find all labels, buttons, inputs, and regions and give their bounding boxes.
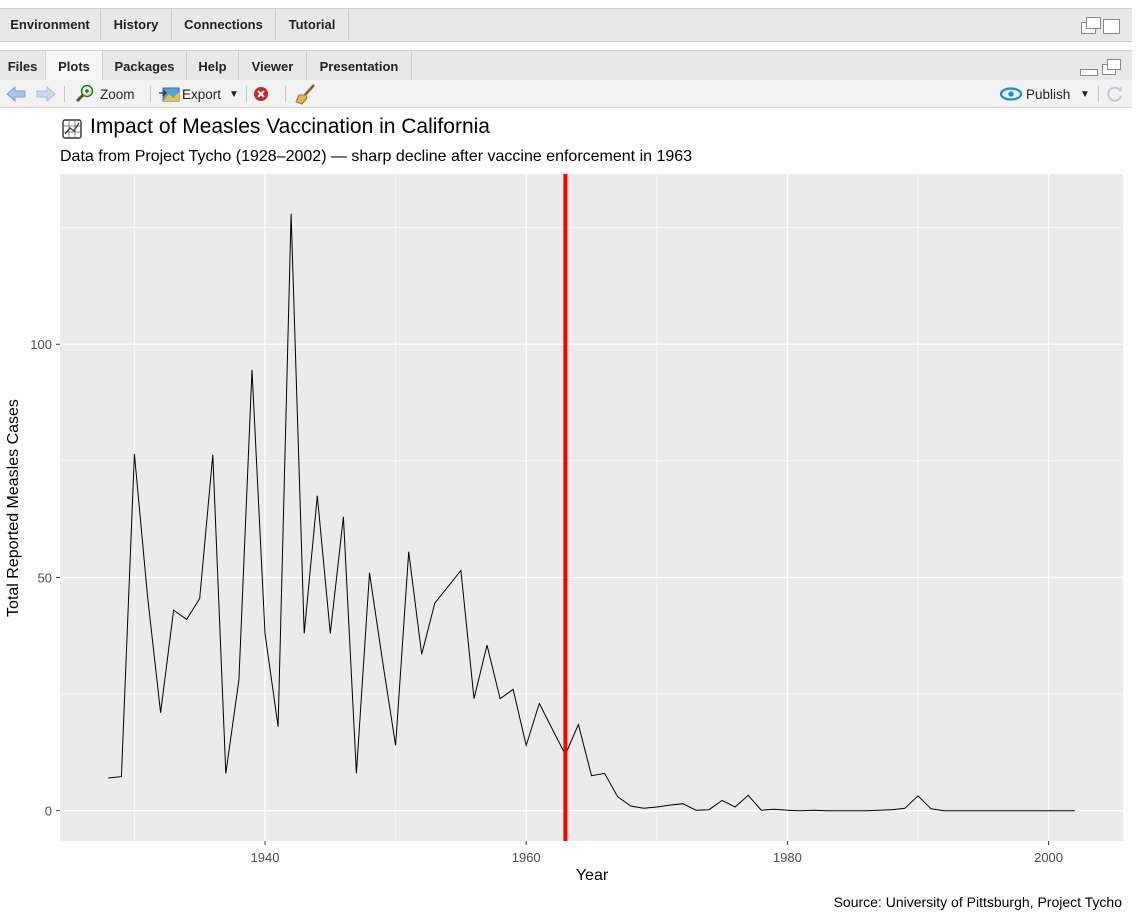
cases-series-line	[108, 213, 1075, 812]
x-axis-label: Year	[575, 867, 609, 884]
publish-button[interactable]: Publish	[1026, 87, 1071, 102]
y-tick-label: 50	[38, 570, 52, 585]
zoom-button[interactable]: Zoom	[100, 87, 135, 102]
plot-subtitle: Data from Project Tycho (1928–2002) — sh…	[60, 148, 693, 165]
export-icon[interactable]	[158, 85, 180, 103]
y-tick-label: 0	[45, 804, 52, 819]
plot-title: Impact of Measles Vaccination in Califor…	[90, 115, 490, 138]
plot-caption: Source: University of Pittsburgh, Projec…	[833, 894, 1122, 910]
x-tick-label: 2000	[1034, 850, 1063, 865]
publish-dropdown-icon[interactable]: ▼	[1080, 89, 1090, 100]
forward-arrow-icon[interactable]	[36, 86, 56, 102]
y-axis-label: Total Reported Measles Cases	[5, 399, 22, 617]
tab-viewer[interactable]: Viewer	[239, 51, 307, 80]
tab-help[interactable]: Help	[187, 51, 239, 80]
tab-environment[interactable]: Environment	[0, 9, 101, 40]
x-tick-label: 1940	[251, 850, 280, 865]
x-tick-label: 1980	[773, 850, 802, 865]
right-gutter	[1132, 0, 1142, 923]
tab-plots[interactable]: Plots	[46, 51, 103, 81]
tab-packages[interactable]: Packages	[103, 51, 187, 80]
plot-panel	[60, 174, 1123, 841]
y-tick-label: 100	[30, 337, 52, 352]
minimize-maximize-pane-icon[interactable]	[1080, 59, 1122, 77]
export-dropdown-icon[interactable]: ▼	[229, 89, 239, 100]
top-pane-tabbar: Environment History Connections Tutorial	[0, 8, 1133, 42]
tab-history[interactable]: History	[101, 9, 172, 40]
tab-files[interactable]: Files	[0, 51, 46, 80]
export-button[interactable]: Export	[182, 87, 222, 102]
x-tick-label: 1960	[512, 850, 541, 865]
broom-icon[interactable]	[294, 83, 316, 105]
tab-connections[interactable]: Connections	[172, 9, 276, 40]
tab-presentation[interactable]: Presentation	[307, 51, 412, 80]
plots-toolbar: Zoom Export ▼ Publish ▼	[0, 80, 1132, 108]
clear-plot-icon[interactable]	[253, 86, 269, 102]
bottom-pane-tabbar: Files Plots Packages Help Viewer Present…	[0, 50, 1133, 81]
zoom-icon[interactable]	[75, 84, 95, 104]
publish-icon[interactable]	[1000, 87, 1022, 101]
plot-title-icon	[62, 119, 82, 139]
back-arrow-icon[interactable]	[6, 86, 26, 102]
tab-tutorial[interactable]: Tutorial	[276, 9, 349, 40]
refresh-icon[interactable]	[1106, 85, 1124, 103]
restore-pane-icon[interactable]	[1081, 17, 1121, 35]
